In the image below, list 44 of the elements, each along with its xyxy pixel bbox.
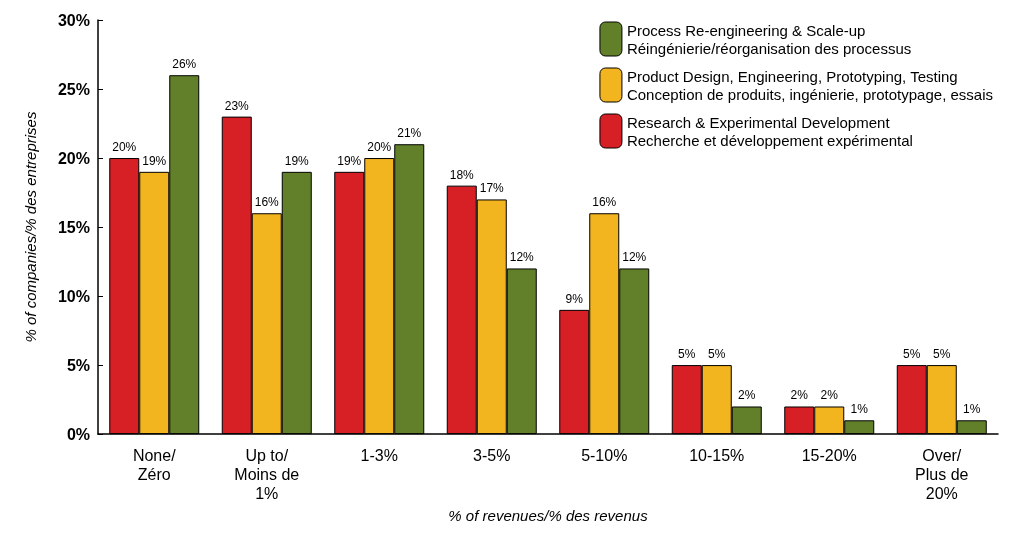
x-tick-label: 10-15% <box>689 447 745 465</box>
x-tick-label: 1-3% <box>360 447 398 465</box>
data-label: 17% <box>479 181 505 196</box>
y-axis-title: % of companies/% des entreprises <box>22 111 39 343</box>
y-tick-label: 0% <box>66 425 90 443</box>
data-label: 1% <box>963 402 981 417</box>
data-label: 12% <box>509 250 535 265</box>
data-label: 1% <box>850 402 869 417</box>
data-label: 5% <box>678 347 696 362</box>
data-label: 18% <box>449 167 475 182</box>
data-label: 16% <box>592 195 617 210</box>
data-label: 2% <box>738 388 756 403</box>
y-tick-label: 30% <box>57 11 90 29</box>
y-tick-label: 15% <box>57 218 90 236</box>
data-label: 5% <box>933 347 951 362</box>
data-label: 19% <box>142 153 167 168</box>
x-tick-label: Over/ Plus de 20% <box>915 447 969 503</box>
data-label: 12% <box>622 250 647 265</box>
data-label: 19% <box>337 153 362 168</box>
x-tick-label: None/ Zéro <box>132 447 177 484</box>
data-label: 2% <box>820 388 839 403</box>
y-tick-label: 25% <box>57 80 90 98</box>
y-tick-label: 20% <box>57 149 90 167</box>
legend-label: Research & Experimental Development Recherche et développement expérimental <box>626 113 913 149</box>
data-label: 20% <box>367 140 392 155</box>
data-label: 20% <box>112 140 137 155</box>
x-axis-title: % of revenues/% des revenus <box>448 507 649 524</box>
x-tick-label: 3-5% <box>473 447 511 465</box>
y-tick-label: 5% <box>66 356 90 374</box>
y-tick-label: 10% <box>57 287 90 305</box>
data-label: 26% <box>172 57 197 72</box>
x-tick-label: 5-10% <box>581 447 628 465</box>
x-tick-label: Up to/ Moins de 1% <box>234 447 300 503</box>
data-label: 5% <box>903 347 921 362</box>
data-label: 19% <box>284 153 310 168</box>
data-label: 2% <box>790 388 809 403</box>
data-label: 21% <box>397 126 422 141</box>
data-label: 5% <box>708 347 726 362</box>
data-label: 23% <box>224 98 250 113</box>
legend-label: Product Design, Engineering, Prototyping, Testing Conception de produits, ingénierie, prototypage, essais <box>626 67 994 103</box>
legend-label: Process Re-engineering & Scale-up Réingénierie/réorganisation des processus <box>626 21 912 57</box>
data-label: 16% <box>254 195 280 210</box>
x-tick-label: 15-20% <box>801 447 857 465</box>
data-label: 9% <box>565 291 584 306</box>
